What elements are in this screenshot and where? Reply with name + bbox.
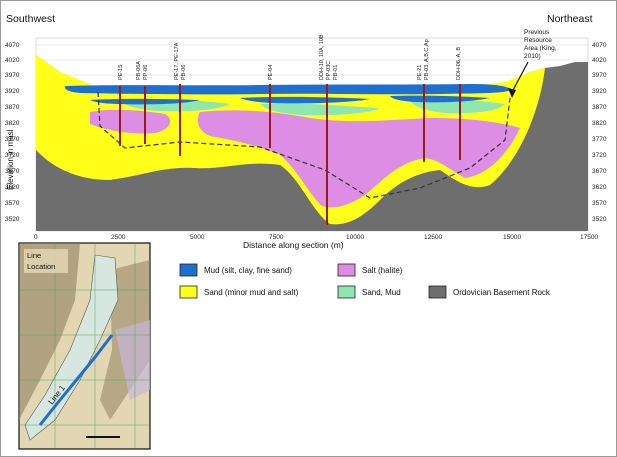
y-tick-label: 3620 [5, 184, 20, 191]
y-tick-label: 3770 [592, 136, 607, 143]
legend-label-mud: Mud (silt, clay, fine sand) [204, 266, 292, 275]
annotation-line: Resource [524, 37, 552, 44]
southwest-label: Southwest [6, 13, 55, 25]
legend-swatch-basement [428, 285, 447, 299]
well-label: PE-15 [118, 65, 124, 80]
y-tick-label: 3570 [5, 200, 20, 207]
line-1-trace [38, 334, 114, 426]
y-tick-label: 3670 [592, 168, 607, 175]
well-label: PE-17, PE-17A [174, 42, 180, 80]
x-tick-label: 7500 [269, 234, 284, 241]
annotation-line: Previous [524, 29, 550, 36]
inset-title-line2: Location [27, 262, 55, 271]
x-tick-label: 15000 [503, 234, 521, 241]
inset-title-line1: Line [27, 251, 41, 260]
well-labels: PE-15 PB-06A PP-06 PE-17, PE-17A PB-06 P… [118, 34, 462, 80]
y-tick-label: 3920 [5, 88, 20, 95]
y-tick-label: 3720 [5, 152, 20, 159]
x-tick-label: 2500 [111, 234, 126, 241]
legend-item-mud: Mud (silt, clay, fine sand) [179, 263, 292, 277]
legend-swatch-mud [179, 263, 198, 277]
sand-mud-lens-2 [260, 103, 380, 116]
salt-body-main [197, 110, 521, 208]
well-label: PP-06 [143, 65, 149, 80]
y-tick-label: 3570 [592, 200, 607, 207]
cross-section: PE-15 PB-06A PP-06 PE-17, PE-17A PB-06 P… [5, 29, 607, 250]
y-tick-label: 3870 [592, 104, 607, 111]
inset-title-box [24, 249, 68, 273]
salt-body-west [90, 109, 171, 134]
well-label: PP-03C [326, 61, 332, 80]
legend-item-salt: Salt (halite) [337, 263, 403, 277]
x-tick-label: 5000 [190, 234, 205, 241]
annotation-line: Area (King, [524, 45, 557, 52]
northeast-label: Northeast [547, 13, 593, 25]
well-label: PB-06A [136, 61, 142, 80]
well-label: PB-01 [333, 65, 339, 80]
well-label: PB-03, A,B,C,Ap [424, 39, 430, 80]
well-label: PB-06 [181, 65, 187, 80]
annotation-arrow-shaft [511, 61, 529, 93]
legend: Mud (silt, clay, fine sand) Salt (halite… [179, 263, 551, 299]
mud-bed-4 [390, 95, 490, 103]
legend-swatch-salt [337, 263, 356, 277]
x-axis-title: Distance along section (m) [243, 240, 344, 250]
y-tick-label: 3970 [5, 72, 20, 79]
legend-label-sand: Sand (minor mud and salt) [204, 288, 299, 297]
legend-label-basement: Ordovician Basement Rock [453, 288, 551, 297]
y-tick-label: 3920 [592, 88, 607, 95]
well-label: DDH-06, A, B [456, 47, 462, 80]
y-tick-label: 3620 [592, 184, 607, 191]
annotation-arrow-head [508, 88, 516, 98]
legend-swatch-sand-mud [337, 285, 356, 299]
x-tick-labels: 0 2500 5000 7500 10000 12500 15000 17500 [34, 234, 598, 241]
y-tick-label: 3520 [5, 216, 20, 223]
y-tick-label: 4020 [592, 57, 607, 64]
y-tick-label: 3970 [592, 72, 607, 79]
y-tick-label: 3770 [5, 136, 20, 143]
y-tick-label: 3720 [592, 152, 607, 159]
y-tick-label: 4070 [5, 42, 20, 49]
y-tick-label: 3870 [5, 104, 20, 111]
sand-mud-lens-3 [410, 99, 505, 114]
mud-bed-3 [240, 96, 370, 104]
mud-bed-upper [64, 84, 513, 95]
y-tick-labels-right: 4070 4020 3970 3920 3870 3820 3770 3720 … [592, 42, 607, 223]
y-tick-label: 4020 [5, 57, 20, 64]
legend-label-salt: Salt (halite) [362, 266, 403, 275]
y-tick-labels-left: 4070 4020 3970 3920 3870 3820 3770 3720 … [5, 42, 20, 223]
y-tick-label: 3820 [592, 120, 607, 127]
well-label: PE-21 [417, 65, 423, 80]
y-tick-label: 3520 [592, 216, 607, 223]
well-lines [119, 84, 461, 225]
well-label: DDH-10, 10A, 10B [319, 34, 325, 80]
y-tick-label: 3820 [5, 120, 20, 127]
previous-resource-annotation: Previous Resource Area (King, 2010) [508, 29, 557, 98]
inset-map: Line 1 Line Location [18, 242, 151, 450]
x-tick-label: 17500 [580, 234, 598, 241]
x-tick-label: 10000 [346, 234, 364, 241]
y-tick-label: 4070 [592, 42, 607, 49]
y-axis-title: Elevation in masl [6, 129, 15, 190]
previous-resource-boundary [97, 91, 511, 199]
map-terrain-dark-west [19, 243, 80, 420]
x-tick-label: 12500 [424, 234, 442, 241]
well-label: PE-04 [268, 65, 274, 80]
legend-item-basement: Ordovician Basement Rock [428, 285, 551, 299]
x-tick-label: 0 [34, 234, 38, 241]
legend-swatch-sand [179, 285, 198, 299]
legend-item-sand-mud: Sand, Mud [337, 285, 401, 299]
legend-item-sand: Sand (minor mud and salt) [179, 285, 299, 299]
legend-label-sand-mud: Sand, Mud [362, 288, 401, 297]
annotation-line: 2010) [524, 53, 541, 60]
y-tick-label: 3670 [5, 168, 20, 175]
